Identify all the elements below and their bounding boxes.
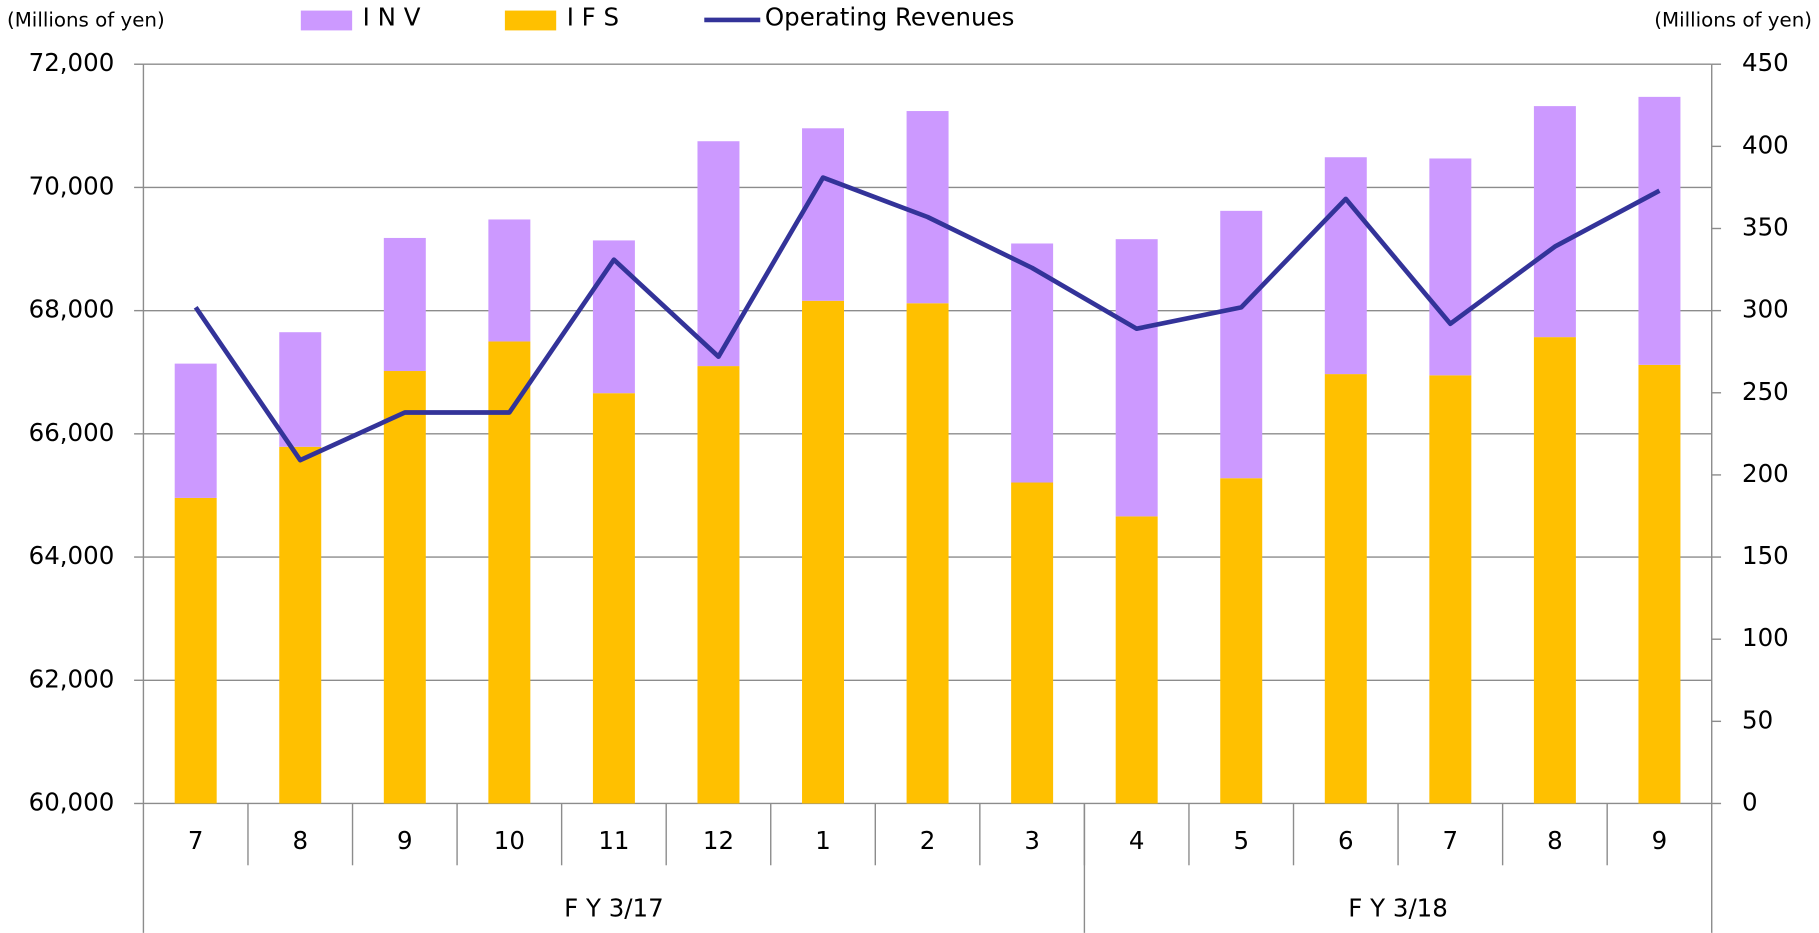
x-tick-label: 2 [920, 826, 936, 855]
x-tick-label: 1 [815, 826, 831, 855]
legend-label: I F S [567, 3, 619, 32]
x-tick-label: 9 [1652, 826, 1668, 855]
y2-axis-label: (Millions of yen) [1654, 9, 1812, 32]
line [193, 175, 1661, 463]
bar-segment [1533, 106, 1576, 338]
y2-tick-label: 300 [1742, 295, 1789, 324]
legend-swatch [504, 10, 557, 31]
bar-segment [592, 240, 635, 394]
bar-segment [906, 111, 949, 304]
x-tick-label: 3 [1024, 826, 1040, 855]
bar-segment [802, 128, 845, 301]
y2-tick-label: 50 [1742, 705, 1773, 734]
y-axis-label: (Millions of yen) [7, 9, 165, 32]
x-tick-label: 10 [494, 826, 525, 855]
y2-tick-label: 400 [1742, 130, 1789, 159]
y-tick-label: 72,000 [29, 48, 115, 77]
bar-segment [1115, 239, 1158, 517]
y2-tick-label: 100 [1742, 623, 1789, 652]
bar-segment [383, 237, 426, 372]
bar-segment [697, 366, 740, 804]
bar-segment [1638, 364, 1681, 804]
bar-segment [488, 219, 531, 342]
group-label: F Y 3/17 [564, 894, 664, 923]
y2-tick-label: 200 [1742, 459, 1789, 488]
y2-tick-label: 350 [1742, 213, 1789, 242]
x-tick-label: 7 [188, 826, 204, 855]
y2-tick-label: 250 [1742, 377, 1789, 406]
bar-segment [279, 332, 322, 447]
bar-segment [174, 363, 217, 498]
y2-tick-label: 450 [1742, 48, 1789, 77]
bar-segment [1638, 96, 1681, 365]
bar-segment [174, 497, 217, 804]
bar-segment [488, 341, 531, 804]
y-tick-label: 62,000 [29, 664, 115, 693]
x-tick-label: 8 [292, 826, 308, 855]
x-tick-label: 7 [1443, 826, 1459, 855]
bar-segment [1533, 337, 1576, 804]
bar-segment [279, 446, 322, 804]
y-tick-label: 66,000 [29, 418, 115, 447]
bar-segment [802, 300, 845, 804]
bar-segment [1324, 374, 1367, 804]
bar-segment [1324, 157, 1367, 375]
y-tick-label: 70,000 [29, 171, 115, 200]
y2-tick-label: 150 [1742, 541, 1789, 570]
bar-segment [1220, 210, 1263, 479]
x-tick-label: 8 [1547, 826, 1563, 855]
bar-segment [592, 393, 635, 804]
x-tick-label: 11 [598, 826, 629, 855]
x-tick-label: 4 [1129, 826, 1145, 855]
bar-segment [1429, 158, 1472, 376]
y2-tick-label: 0 [1742, 787, 1758, 816]
legend-swatch [300, 10, 353, 31]
x-tick-label: 5 [1233, 826, 1249, 855]
y-tick-label: 64,000 [29, 541, 115, 570]
bar-segment [1011, 482, 1054, 804]
y-tick-label: 60,000 [29, 787, 115, 816]
legend-label: I N V [363, 3, 421, 32]
x-tick-label: 12 [703, 826, 734, 855]
bar-segment [1115, 516, 1158, 804]
x-tick-label: 6 [1338, 826, 1354, 855]
bar-segment [906, 303, 949, 804]
x-tick-label: 9 [397, 826, 413, 855]
bar-segment [1220, 478, 1263, 804]
bar-segment [383, 371, 426, 804]
group-label: F Y 3/18 [1348, 894, 1448, 923]
y-tick-label: 68,000 [29, 295, 115, 324]
bar-segment [1429, 375, 1472, 804]
bar-segment [1011, 243, 1054, 483]
legend-label: Operating Revenues [765, 3, 1014, 32]
